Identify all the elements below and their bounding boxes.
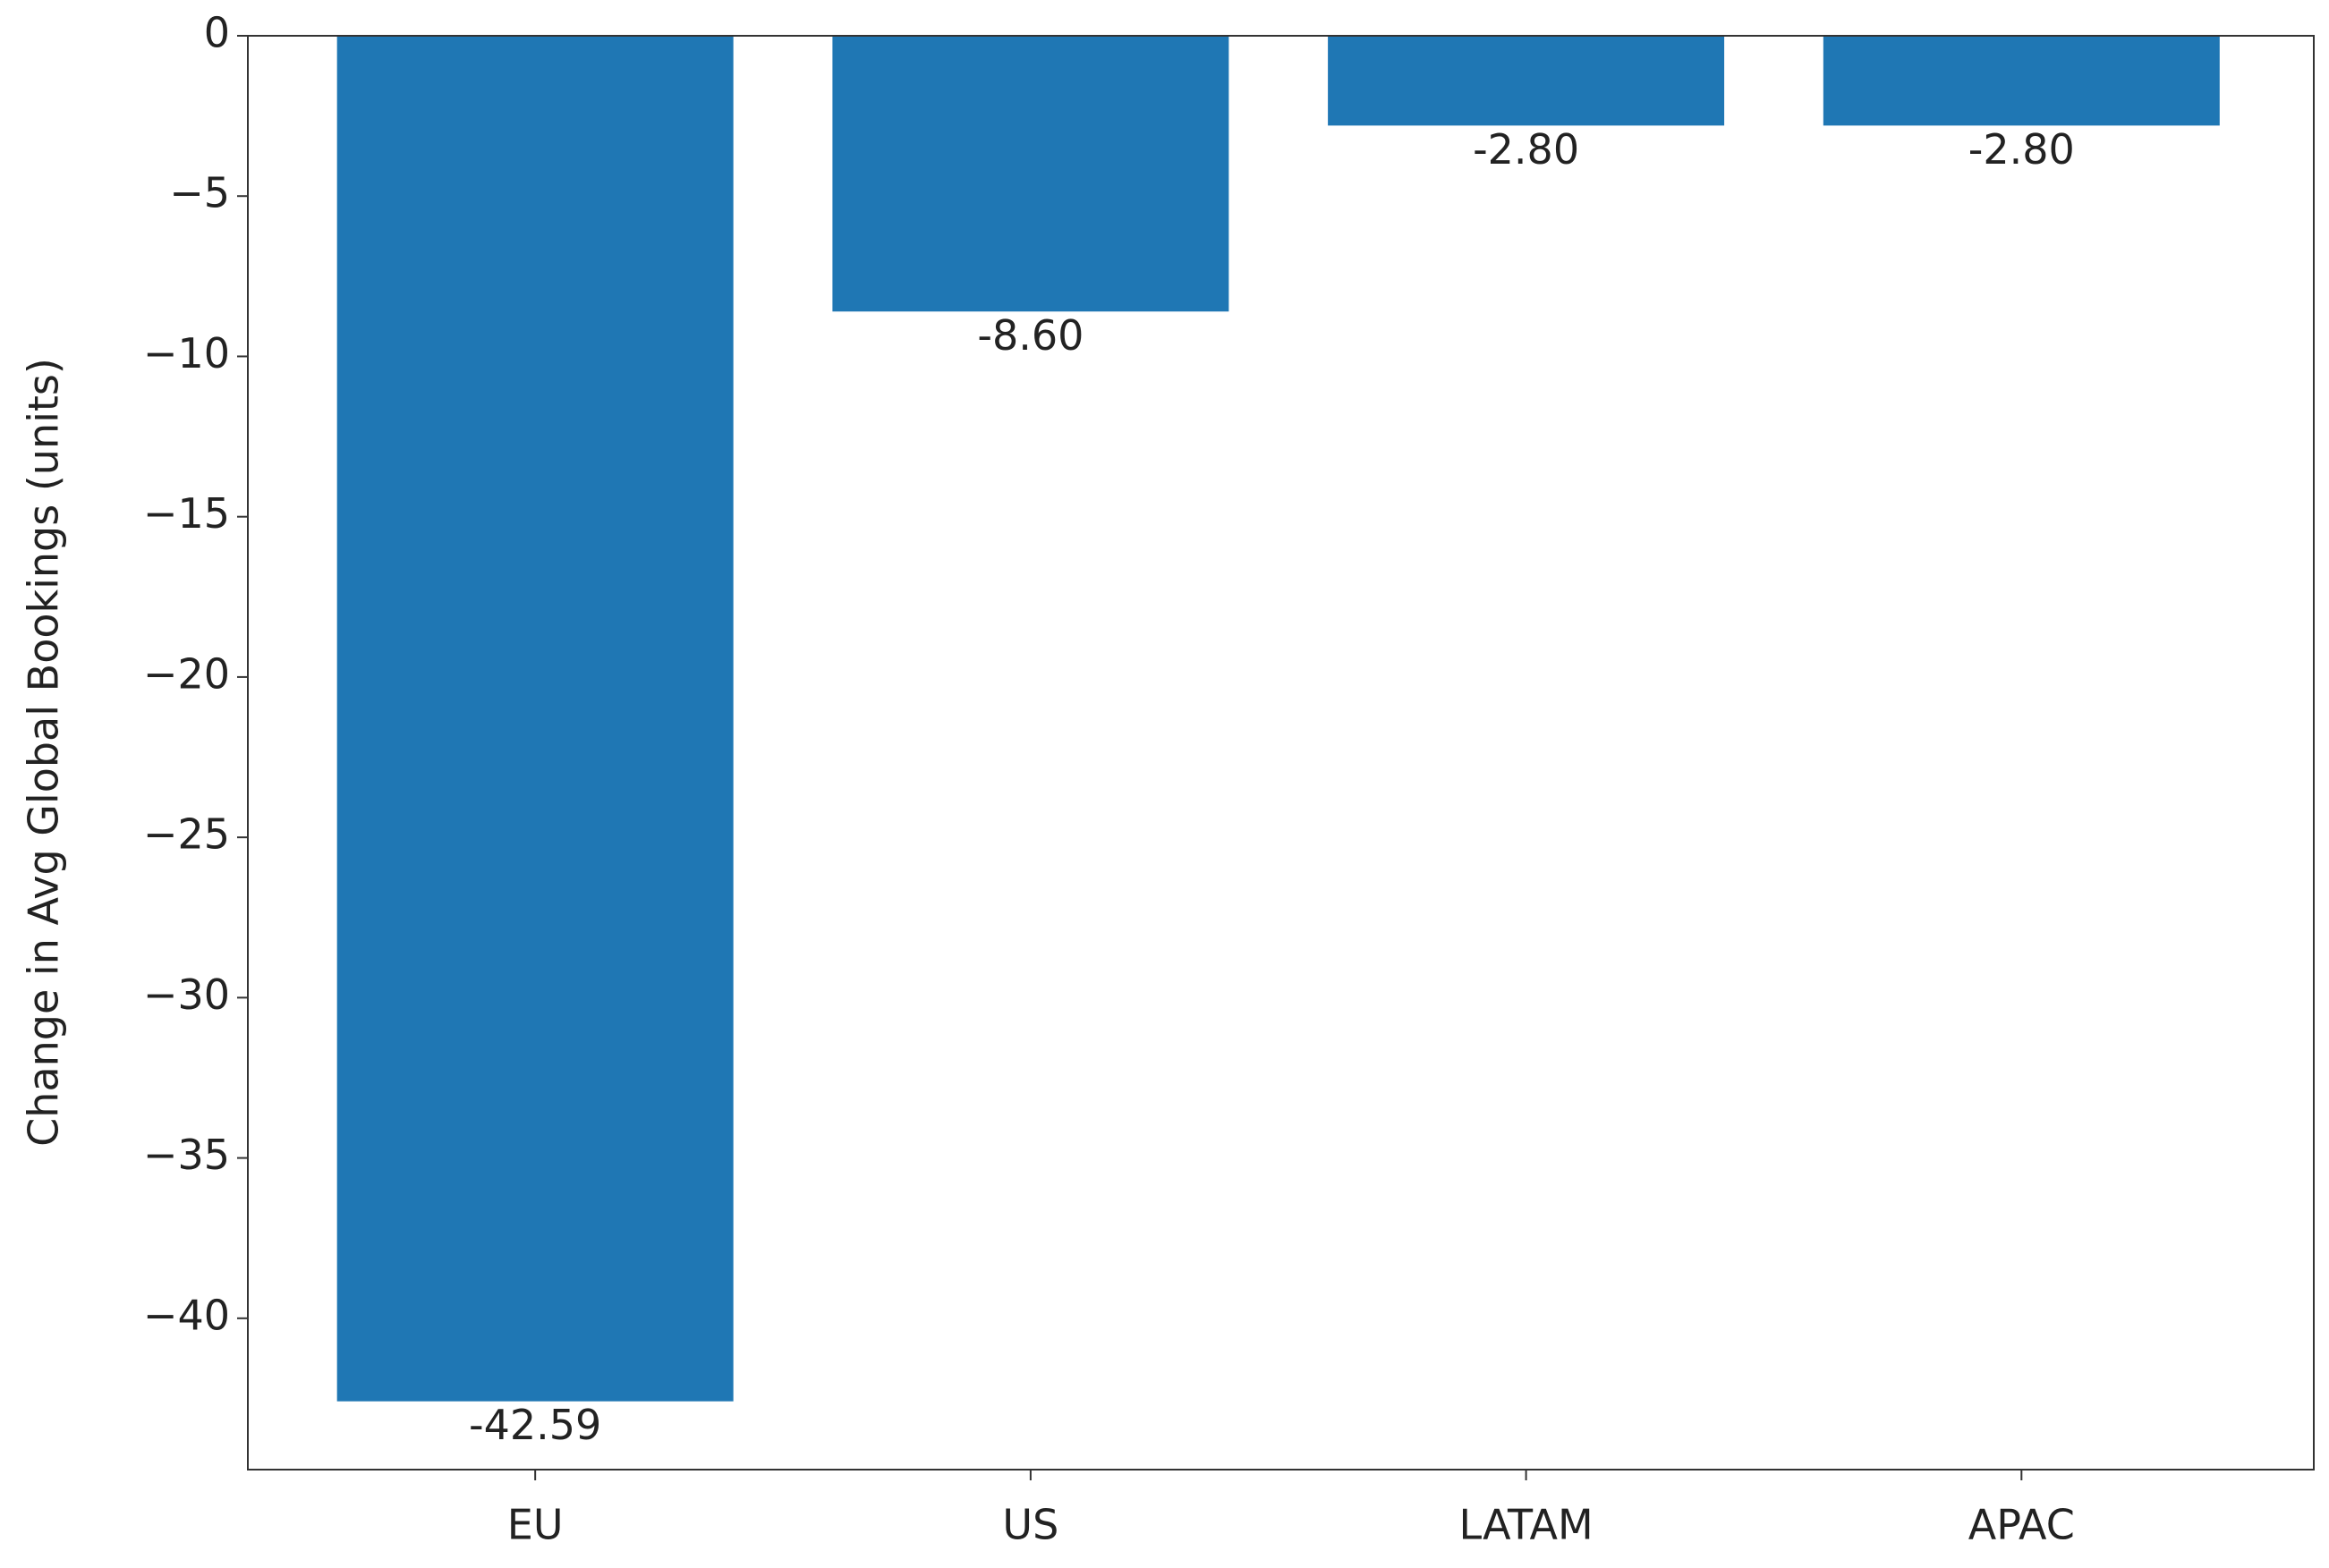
bar: [1823, 36, 2220, 126]
value-label: -8.60: [977, 311, 1084, 360]
y-tick-label: −15: [143, 489, 230, 538]
y-tick-label: −30: [143, 970, 230, 1019]
bar: [1328, 36, 1725, 126]
y-tick-label: −20: [143, 649, 230, 698]
value-label: -2.80: [1473, 125, 1579, 174]
y-tick-label: −10: [143, 329, 230, 377]
y-axis-label: Change in Avg Global Bookings (units): [20, 358, 68, 1147]
value-label: -2.80: [1968, 125, 2075, 174]
x-tick-label: APAC: [1968, 1501, 2075, 1549]
y-tick-label: −25: [143, 810, 230, 859]
bar: [336, 36, 734, 1402]
y-tick-label: −40: [143, 1291, 230, 1339]
y-tick-label: −5: [169, 169, 230, 217]
y-tick-label: 0: [204, 9, 230, 57]
x-tick-label: US: [1002, 1501, 1058, 1549]
bar: [832, 36, 1229, 312]
plot-frame: [247, 35, 2315, 1471]
value-label: -42.59: [469, 1401, 601, 1449]
x-tick-label: LATAM: [1458, 1501, 1593, 1549]
x-tick-label: EU: [507, 1501, 564, 1549]
y-tick-label: −35: [143, 1131, 230, 1179]
